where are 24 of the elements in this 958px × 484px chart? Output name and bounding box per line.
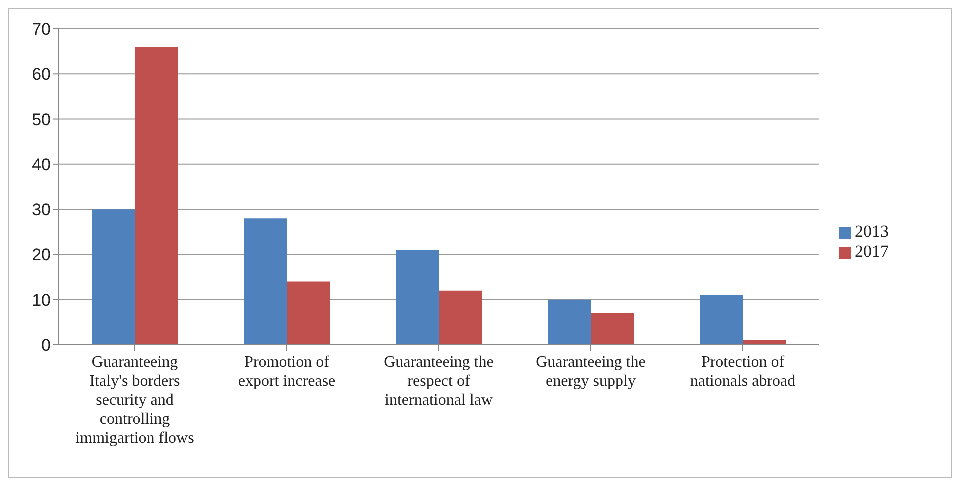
bar — [439, 290, 482, 345]
bar — [135, 47, 178, 345]
y-tick-label: 70 — [32, 20, 51, 40]
x-tick-label: Promotion of export increase — [238, 354, 336, 390]
legend-label: 2013 — [855, 222, 889, 241]
y-tick-label: 30 — [32, 200, 51, 220]
y-tick-label: 0 — [42, 336, 51, 356]
bar — [287, 282, 330, 345]
bar — [591, 313, 634, 345]
bar — [548, 300, 592, 345]
bar — [396, 250, 440, 345]
x-tick-label: Guaranteeing the energy supply — [536, 354, 646, 390]
bar — [700, 295, 744, 345]
x-tick-label: Guaranteeing the respect of international law — [384, 354, 494, 409]
y-tick-label: 60 — [32, 65, 51, 84]
y-tick-label: 50 — [32, 110, 51, 130]
x-tick-label: Guaranteeing Italy's borders security and controlling immigartion flows — [76, 354, 194, 447]
bar — [244, 218, 288, 345]
x-tick-label: Protection of nationals abroad — [690, 354, 796, 390]
legend-label: 2017 — [855, 242, 889, 261]
y-tick-label: 10 — [32, 290, 51, 310]
bar — [92, 210, 136, 345]
y-tick-label: 20 — [32, 246, 51, 265]
y-tick-label: 40 — [32, 155, 51, 174]
